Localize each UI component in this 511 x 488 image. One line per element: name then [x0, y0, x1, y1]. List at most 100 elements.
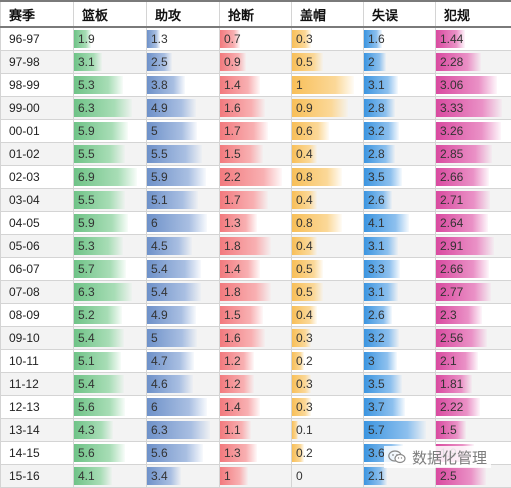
assists-cell: 3.4: [147, 465, 220, 488]
fouls-value: 2.22: [440, 396, 463, 418]
rebounds-value: 5.5: [78, 143, 95, 165]
rebounds-value: 4.1: [78, 465, 95, 487]
season-cell: 05-06: [1, 235, 74, 258]
turnovers-cell: 3.3: [364, 258, 436, 281]
blocks-value: 0.4: [296, 304, 313, 326]
assists-value: 5.1: [151, 189, 168, 211]
season-cell: 01-02: [1, 143, 74, 166]
assists-value: 4.9: [151, 304, 168, 326]
blocks-value: 0.1: [296, 419, 313, 441]
turnovers-cell: 3.2: [364, 120, 436, 143]
blocks-value: 0.9: [296, 97, 313, 119]
blocks-value: 0.6: [296, 120, 313, 142]
blocks-value: 1: [296, 74, 303, 96]
blocks-value: 0.8: [296, 212, 313, 234]
steals-value: 1.8: [224, 235, 241, 257]
assists-value: 4.5: [151, 235, 168, 257]
fouls-cell: 1.81: [436, 373, 511, 396]
steals-cell: 1.3: [220, 212, 292, 235]
turnovers-value: 3.6: [368, 442, 385, 464]
rebounds-cell: 5.1: [74, 350, 147, 373]
blocks-value: 0.4: [296, 143, 313, 165]
assists-value: 4.7: [151, 350, 168, 372]
season-cell: 13-14: [1, 419, 74, 442]
season-cell: 07-08: [1, 281, 74, 304]
turnovers-value: 3.1: [368, 235, 385, 257]
rebounds-value: 5.4: [78, 373, 95, 395]
watermark-text: 数据化管理: [412, 447, 487, 468]
assists-cell: 5.4: [147, 281, 220, 304]
assists-value: 5.5: [151, 143, 168, 165]
rebounds-cell: 6.9: [74, 166, 147, 189]
assists-value: 5.4: [151, 258, 168, 280]
steals-value: 1.7: [224, 120, 241, 142]
rebounds-cell: 5.7: [74, 258, 147, 281]
assists-cell: 3.8: [147, 74, 220, 97]
assists-value: 6.3: [151, 419, 168, 441]
turnovers-value: 3.7: [368, 396, 385, 418]
assists-value: 6: [151, 212, 158, 234]
turnovers-cell: 3.7: [364, 396, 436, 419]
fouls-value: 2.1: [440, 350, 457, 372]
steals-value: 2.2: [224, 166, 241, 188]
blocks-cell: 0.1: [292, 419, 364, 442]
blocks-cell: 0.4: [292, 235, 364, 258]
header-steals: 抢断: [220, 1, 292, 27]
turnovers-value: 5.7: [368, 419, 385, 441]
rebounds-value: 5.9: [78, 212, 95, 234]
steals-value: 1.7: [224, 189, 241, 211]
turnovers-value: 3.2: [368, 327, 385, 349]
steals-cell: 1.8: [220, 235, 292, 258]
assists-value: 5: [151, 327, 158, 349]
turnovers-cell: 3: [364, 350, 436, 373]
rebounds-value: 6.3: [78, 281, 95, 303]
rebounds-value: 5.6: [78, 396, 95, 418]
fouls-value: 2.3: [440, 304, 457, 326]
turnovers-value: 2.6: [368, 189, 385, 211]
fouls-value: 1.81: [440, 373, 463, 395]
turnovers-cell: 4.1: [364, 212, 436, 235]
rebounds-cell: 5.5: [74, 189, 147, 212]
fouls-cell: 2.71: [436, 189, 511, 212]
fouls-value: 3.26: [440, 120, 463, 142]
wechat-icon: [388, 450, 406, 464]
rebounds-value: 1.9: [78, 28, 95, 50]
blocks-cell: 0.4: [292, 143, 364, 166]
fouls-cell: 2.77: [436, 281, 511, 304]
blocks-cell: 0: [292, 465, 364, 488]
rebounds-value: 5.9: [78, 120, 95, 142]
rebounds-cell: 4.1: [74, 465, 147, 488]
rebounds-value: 5.6: [78, 442, 95, 464]
blocks-cell: 0.3: [292, 373, 364, 396]
season-cell: 06-07: [1, 258, 74, 281]
steals-cell: 1.7: [220, 120, 292, 143]
turnovers-cell: 3.5: [364, 166, 436, 189]
fouls-value: 2.66: [440, 258, 463, 280]
assists-cell: 5.5: [147, 143, 220, 166]
steals-value: 1.4: [224, 258, 241, 280]
fouls-cell: 1.5: [436, 419, 511, 442]
assists-value: 5: [151, 120, 158, 142]
fouls-value: 2.28: [440, 51, 463, 73]
fouls-cell: 2.56: [436, 327, 511, 350]
fouls-cell: 2.85: [436, 143, 511, 166]
turnovers-cell: 2.8: [364, 143, 436, 166]
season-cell: 96-97: [1, 27, 74, 51]
fouls-cell: 2.3: [436, 304, 511, 327]
season-cell: 08-09: [1, 304, 74, 327]
season-cell: 03-04: [1, 189, 74, 212]
turnovers-cell: 2.6: [364, 304, 436, 327]
blocks-cell: 0.5: [292, 258, 364, 281]
header-row: 赛季 篮板 助攻 抢断 盖帽 失误 犯规: [1, 1, 511, 27]
